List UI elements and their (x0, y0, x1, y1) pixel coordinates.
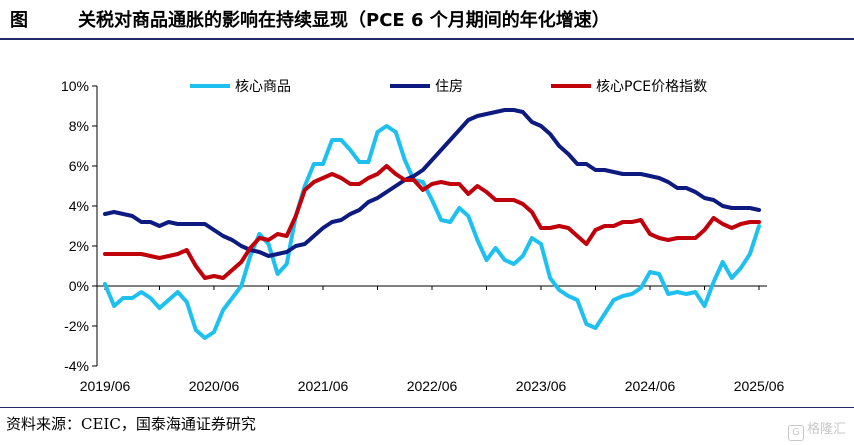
watermark-text: 格隆汇 (806, 422, 846, 437)
series-layer (103, 108, 761, 340)
x-tick-label: 2020/06 (189, 378, 240, 394)
series-line-0 (103, 124, 761, 340)
watermark: G 格隆汇 (787, 418, 846, 441)
x-tick-label: 2023/06 (516, 378, 567, 394)
y-tick-label: 4% (69, 198, 89, 214)
figure-label: 图 (10, 10, 28, 31)
figure-title: 关税对商品通胀的影响在持续显现（PCE 6 个月期间的年化增速） (78, 10, 610, 31)
y-axis: 10% 8% 6% 4% 2% 0% -2% -4% (61, 78, 98, 374)
y-tick-label: 0% (69, 278, 89, 294)
x-tick-label: 2025/06 (734, 378, 785, 394)
y-tick-label: 10% (61, 78, 89, 94)
title-divider (0, 38, 854, 40)
y-tick-label: -4% (64, 358, 89, 374)
series-line-2 (103, 164, 761, 280)
x-tick-label: 2019/06 (80, 378, 131, 394)
legend-label: 核心商品 (235, 79, 291, 95)
legend: 核心商品 住房 核心PCE价格指数 (190, 79, 707, 95)
y-tick-label: 2% (69, 238, 89, 254)
legend-label: 住房 (435, 79, 463, 95)
x-axis: 2019/06 2020/06 2021/06 2022/06 2023/06 2024/… (80, 285, 785, 394)
x-tick-label: 2021/06 (298, 378, 349, 394)
legend-label: 核心PCE价格指数 (596, 79, 707, 95)
y-tick-label: -2% (64, 318, 89, 334)
series-line-1 (103, 108, 761, 258)
y-tick-label: 6% (69, 158, 89, 174)
footer-divider (0, 407, 854, 408)
watermark-logo-icon: G (787, 425, 804, 441)
source-note: 资料来源：CEIC，国泰海通证券研究 (6, 415, 256, 433)
x-tick-label: 2022/06 (407, 378, 458, 394)
y-tick-label: 8% (69, 118, 89, 134)
figure-title-bar: 图 关税对商品通胀的影响在持续显现（PCE 6 个月期间的年化增速） (0, 0, 854, 40)
line-chart: 10% 8% 6% 4% 2% 0% -2% -4% 2019/06 2020/06 2021/0… (61, 78, 785, 394)
x-tick-label: 2024/06 (625, 378, 676, 394)
